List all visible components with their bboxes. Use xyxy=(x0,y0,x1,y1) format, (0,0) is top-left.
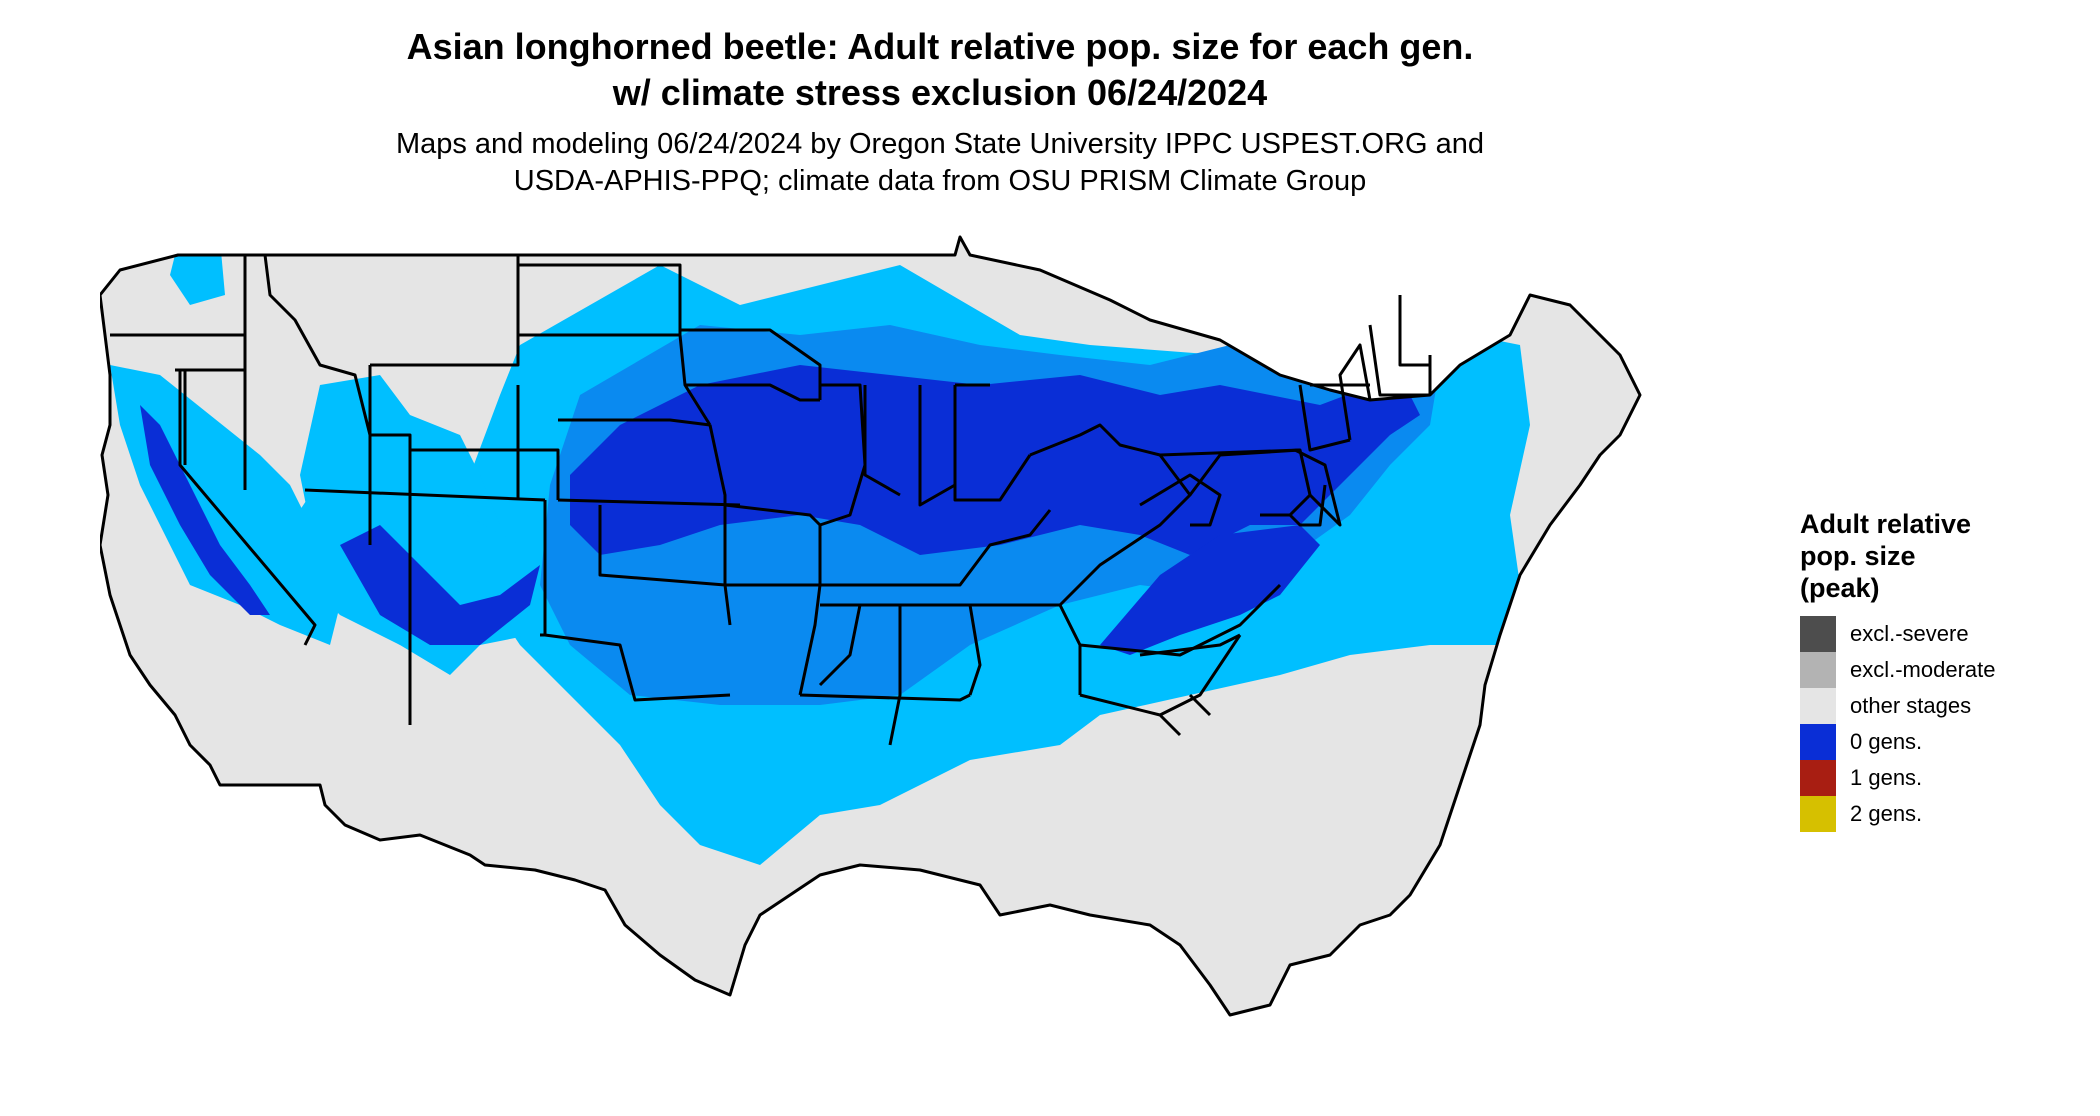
legend-label-1-gens: 1 gens. xyxy=(1850,765,1923,790)
legend-label-0-gens: 0 gens. xyxy=(1850,729,1923,754)
legend-list: excl.-severe excl.-moderate other stages… xyxy=(1800,616,1996,832)
subtitle-line-1: Maps and modeling 06/24/2024 by Oregon S… xyxy=(395,128,1485,160)
dark-blue-appalachian xyxy=(1100,525,1320,655)
title-line-1: Asian longhorned beetle: Adult relative … xyxy=(406,26,1474,67)
legend-label-other-stages: other stages xyxy=(1850,693,1972,718)
legend-title: Adult relative pop. size (peak) xyxy=(1800,508,1996,604)
legend-item-excl-moderate: excl.-moderate xyxy=(1800,652,1996,688)
dark-blue-zone xyxy=(570,365,1420,555)
dark-blue-rockies xyxy=(340,525,540,645)
legend-swatch-0-gens xyxy=(1800,724,1836,760)
dark-blue-sierra xyxy=(140,405,270,615)
light-blue-zone-california xyxy=(110,365,340,645)
legend-title-line-1: Adult relative xyxy=(1800,509,1972,539)
legend-swatch-2-gens xyxy=(1800,796,1836,832)
legend-item-1-gens: 1 gens. xyxy=(1800,760,1996,796)
legend-label-excl-severe: excl.-severe xyxy=(1850,621,1969,646)
legend-swatch-1-gens xyxy=(1800,760,1836,796)
us-map xyxy=(100,235,1642,1017)
legend-item-0-gens: 0 gens. xyxy=(1800,724,1996,760)
legend-swatch-excl-moderate xyxy=(1800,652,1836,688)
subtitle-line-2: USDA-APHIS-PPQ; climate data from OSU PR… xyxy=(513,165,1367,197)
legend-swatch-other-stages xyxy=(1800,688,1836,724)
title-line-2: w/ climate stress exclusion 06/24/2024 xyxy=(612,72,1268,113)
legend-swatch-excl-severe xyxy=(1800,616,1836,652)
state-borders xyxy=(100,235,1642,1017)
legend-label-excl-moderate: excl.-moderate xyxy=(1850,657,1996,682)
map-subtitle: Maps and modeling 06/24/2024 by Oregon S… xyxy=(0,126,1880,200)
legend-label-2-gens: 2 gens. xyxy=(1850,801,1923,826)
legend: Adult relative pop. size (peak) excl.-se… xyxy=(1800,508,1996,832)
legend-title-line-2: pop. size xyxy=(1800,541,1916,571)
map-title: Asian longhorned beetle: Adult relative … xyxy=(0,24,1880,116)
legend-item-2-gens: 2 gens. xyxy=(1800,796,1996,832)
legend-item-excl-severe: excl.-severe xyxy=(1800,616,1996,652)
legend-item-other-stages: other stages xyxy=(1800,688,1996,724)
legend-title-line-3: (peak) xyxy=(1800,573,1880,603)
